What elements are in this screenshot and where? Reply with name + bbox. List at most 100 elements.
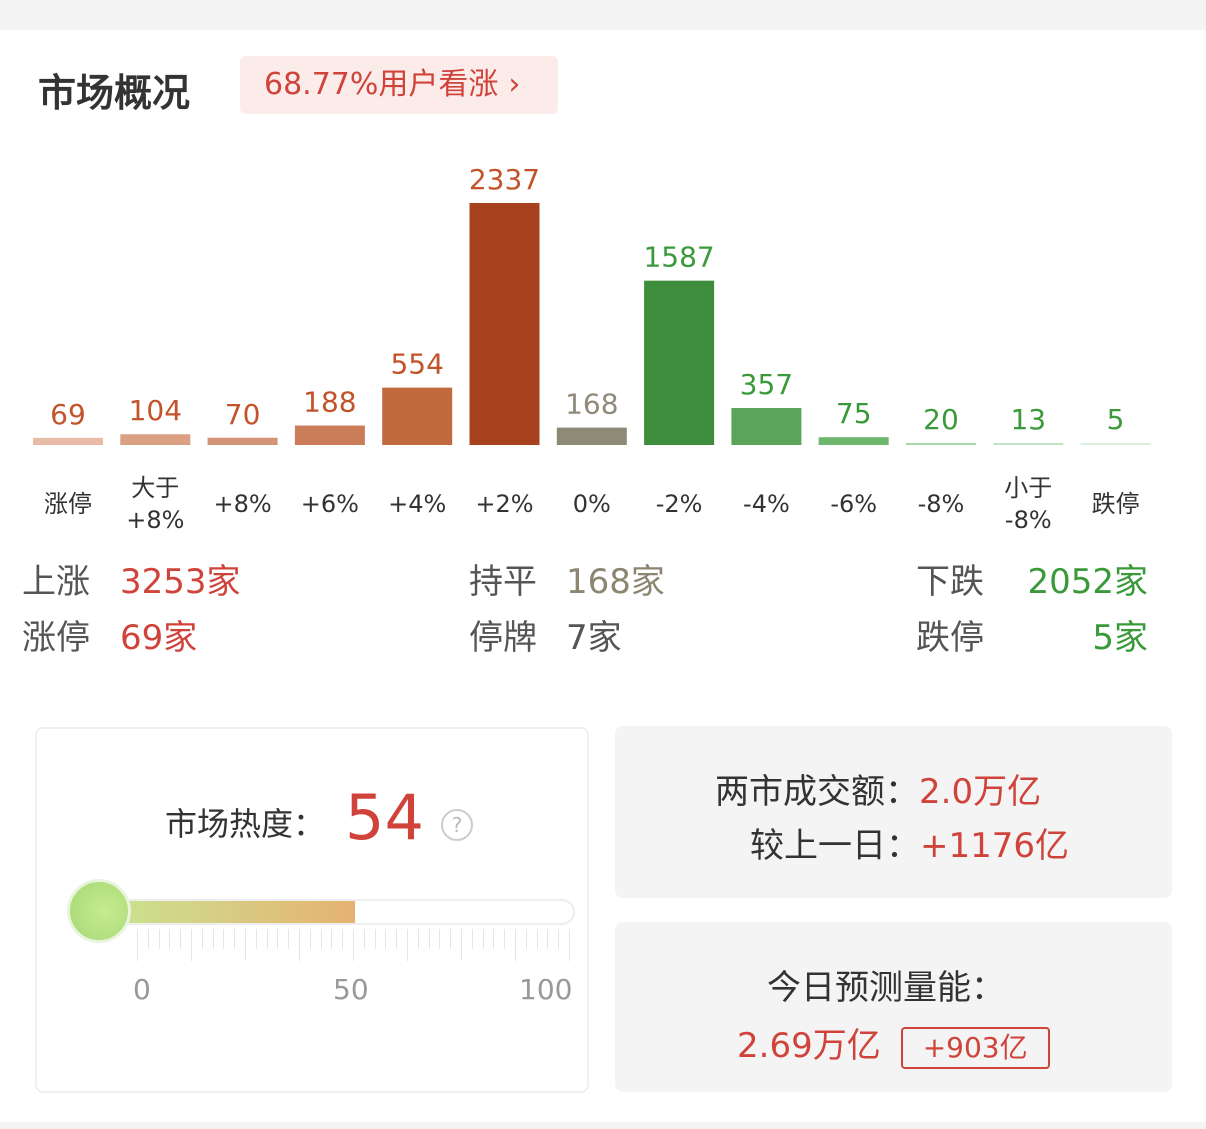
gauge-bulb (67, 879, 131, 943)
up-label: 上涨 (22, 562, 90, 602)
gauge-tick (407, 929, 408, 961)
gauge-tick (299, 929, 300, 961)
category-label: 跌停 (1092, 490, 1140, 518)
gauge-tick (558, 929, 560, 949)
gauge-tick (461, 929, 462, 961)
limit-up-label: 涨停 (22, 618, 90, 658)
market-heat-card: 市场热度： 54 ? 0 50 100 (35, 727, 589, 1093)
gauge-tick (515, 929, 516, 961)
gauge-tick (158, 929, 160, 949)
down-value: 2052家 (1027, 562, 1148, 602)
category-label: -6% (830, 490, 877, 518)
category-label: -8% (1005, 506, 1052, 534)
flat-label: 持平 (469, 562, 537, 602)
forecast-card: 今日预测量能： 2.69万亿 +903亿 (615, 922, 1172, 1092)
bar-11 (993, 443, 1064, 445)
gauge-tick (450, 929, 452, 949)
bar-value-label: 69 (50, 398, 86, 431)
bar-4 (382, 387, 453, 445)
category-label: +8% (214, 490, 272, 518)
gauge-tick (212, 929, 214, 949)
bar-value-label: 13 (1010, 403, 1046, 436)
bar-value-label: 357 (740, 368, 793, 401)
bar-value-label: 168 (565, 388, 618, 421)
flat-value: 168家 (566, 562, 665, 602)
bar-2 (207, 437, 278, 445)
bar-value-label: 75 (836, 397, 872, 430)
gauge-tick (277, 929, 279, 949)
gauge-tick (180, 929, 182, 949)
category-label: 涨停 (44, 490, 92, 518)
gauge-tick (245, 929, 246, 961)
gauge-tick (504, 929, 506, 949)
category-label: -8% (918, 490, 965, 518)
page-title: 市场概况 (38, 71, 191, 115)
top-separator (0, 0, 1206, 30)
bar-value-label: 554 (390, 348, 443, 381)
gauge-tick (525, 929, 527, 949)
gauge-tick (266, 929, 268, 949)
limit-down-label: 跌停 (916, 618, 984, 658)
bar-6 (556, 427, 627, 445)
gauge-tick (417, 929, 419, 949)
bar-value-label: 20 (923, 403, 959, 436)
gauge-tick (288, 929, 290, 949)
gauge-tick (342, 929, 344, 949)
up-value: 3253家 (120, 562, 241, 602)
gauge-tick (536, 929, 538, 949)
gauge-tick (493, 929, 495, 949)
distribution-chart: 69 涨停 104 大于 +8% 70 +8% 188 +6% 554 +4% 2337 +2% 168 0… (33, 163, 1151, 534)
limit-down-value: 5家 (1092, 618, 1148, 658)
gauge-ticks (137, 929, 570, 961)
turnover-value: 2.0万亿 (919, 772, 1042, 812)
turnover-card: 两市成交额：2.0万亿 较上一日：+1176亿 (615, 726, 1172, 898)
category-label: 小于 (1004, 474, 1052, 502)
chevron-right-icon: › (508, 67, 521, 102)
heat-label: 市场热度： (165, 805, 326, 843)
category-label: 0% (573, 490, 611, 518)
gauge-tick (482, 929, 484, 949)
category-label: +2% (475, 490, 533, 518)
bar-12 (1080, 443, 1151, 445)
bar-10 (906, 442, 976, 445)
category-label: +4% (388, 490, 446, 518)
category-label: +6% (301, 490, 359, 518)
heat-gauge-fill (99, 901, 355, 923)
gauge-tick (191, 929, 192, 961)
gauge-tick (255, 929, 257, 949)
gauge-tick (363, 929, 365, 949)
help-icon[interactable]: ? (441, 809, 473, 841)
category-label: -2% (656, 490, 703, 518)
category-label: 大于 (131, 474, 179, 502)
gauge-tick (169, 929, 171, 949)
forecast-diff-badge: +903亿 (900, 1026, 1050, 1069)
gauge-tick (439, 929, 441, 949)
gauge-tick (234, 929, 236, 949)
gauge-tick (137, 929, 138, 961)
gauge-tick (320, 929, 322, 949)
sentiment-badge[interactable]: 68.77%用户看涨 › (240, 56, 558, 114)
gauge-tick (471, 929, 473, 949)
turnover-diff-value: +1176亿 (920, 826, 1070, 866)
gauge-tick (374, 929, 376, 949)
bar-5 (469, 203, 540, 445)
heat-gauge (97, 899, 575, 925)
bar-value-label: 5 (1107, 403, 1125, 436)
scale-50: 50 (333, 973, 369, 1006)
down-label: 下跌 (916, 562, 984, 602)
forecast-value: 2.69万亿 (737, 1026, 881, 1066)
suspended-label: 停牌 (469, 618, 537, 658)
bar-1 (120, 434, 191, 445)
scale-0: 0 (133, 973, 151, 1006)
gauge-tick (147, 929, 149, 949)
gauge-tick (385, 929, 387, 949)
bar-7 (644, 280, 715, 445)
bar-value-label: 70 (225, 398, 261, 431)
bar-value-label: 104 (129, 394, 182, 427)
gauge-tick (201, 929, 203, 949)
gauge-tick (353, 929, 354, 961)
heat-value: 54 (345, 781, 424, 854)
scale-100: 100 (519, 973, 573, 1006)
bar-9 (818, 437, 889, 445)
bar-0 (33, 437, 103, 445)
